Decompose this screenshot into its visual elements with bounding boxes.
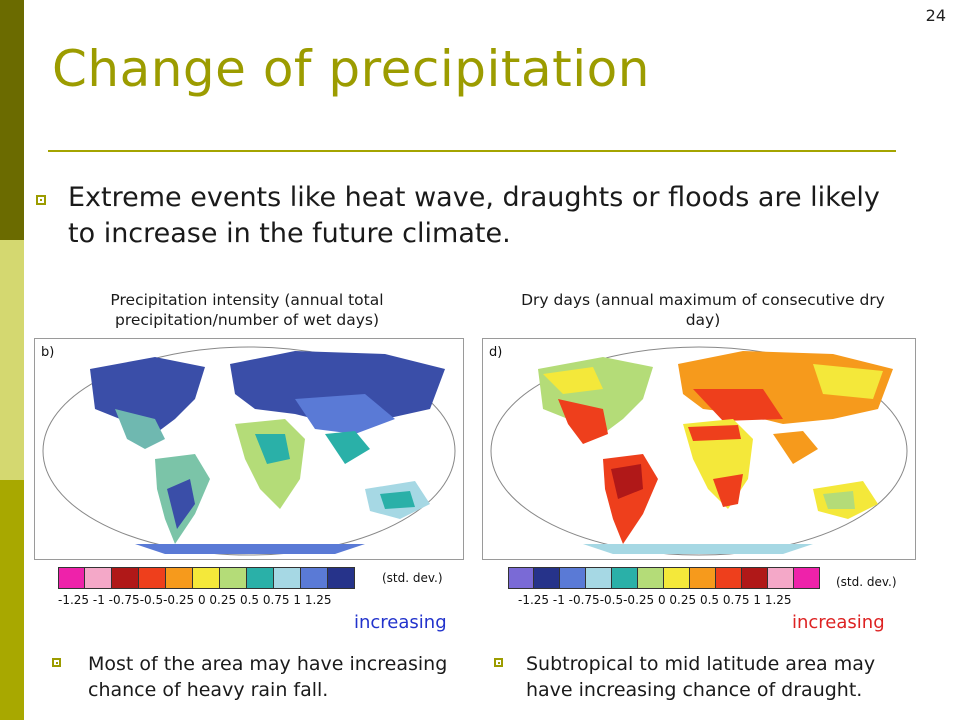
page-number: 24 [925,6,946,25]
colorbar-swatch [508,567,534,589]
colorbar-swatch [274,567,301,589]
right-increasing-label: increasing [792,612,885,633]
colorbar-swatch [112,567,139,589]
colorbar-swatch [534,567,560,589]
colorbar-swatch [301,567,328,589]
right-map-label: d) [489,345,503,360]
colorbar-swatch [85,567,112,589]
colorbar-swatch [220,567,247,589]
left-note-text: Most of the area may have increasing cha… [88,653,448,701]
left-world-map-image [42,346,456,556]
sidebar-block-top [0,0,24,240]
colorbar-swatch [139,567,166,589]
colorbar-swatch [586,567,612,589]
left-colorbar-ticks: -1.25 -1 -0.75-0.5-0.25 0 0.25 0.5 0.75 … [58,593,332,607]
right-note-text: Subtropical to mid latitude area may hav… [526,653,876,701]
colorbar-swatch [166,567,193,589]
colorbar-swatch [638,567,664,589]
left-map-caption: Precipitation intensity (annual total pr… [110,291,384,329]
colorbar-swatch [794,567,820,589]
colorbar-swatch [742,567,768,589]
colorbar-swatch [612,567,638,589]
colorbar-swatch [58,567,85,589]
left-colorbar [58,567,355,589]
right-units-label: (std. dev.) [836,575,897,589]
left-increasing-label: increasing [354,612,447,633]
sidebar-block-bottom [0,480,24,720]
title-divider [48,150,896,152]
colorbar-swatch [328,567,355,589]
right-colorbar-ticks: -1.25 -1 -0.75-0.5-0.25 0 0.25 0.5 0.75 … [518,593,792,607]
left-precipitation-map: b) [34,338,464,560]
right-note-bullet-icon [494,658,503,667]
main-bullet-text: Extreme events like heat wave, draughts … [68,182,880,249]
sidebar-block-middle [0,240,24,480]
bullet-square-icon [36,195,46,205]
colorbar-swatch [247,567,274,589]
right-map-caption: Dry days (annual maximum of consecutive … [521,291,885,329]
left-map-label: b) [41,345,55,360]
colorbar-swatch [193,567,220,589]
slide-sidebar [0,0,24,720]
colorbar-swatch [664,567,690,589]
right-colorbar [508,567,820,589]
left-note-bullet-icon [52,658,61,667]
colorbar-swatch [690,567,716,589]
right-world-map-image [490,346,908,556]
colorbar-swatch [716,567,742,589]
colorbar-swatch [768,567,794,589]
left-units-label: (std. dev.) [382,571,443,585]
colorbar-swatch [560,567,586,589]
slide-title: Change of precipitation [52,40,650,98]
right-drydays-map: d) [482,338,916,560]
